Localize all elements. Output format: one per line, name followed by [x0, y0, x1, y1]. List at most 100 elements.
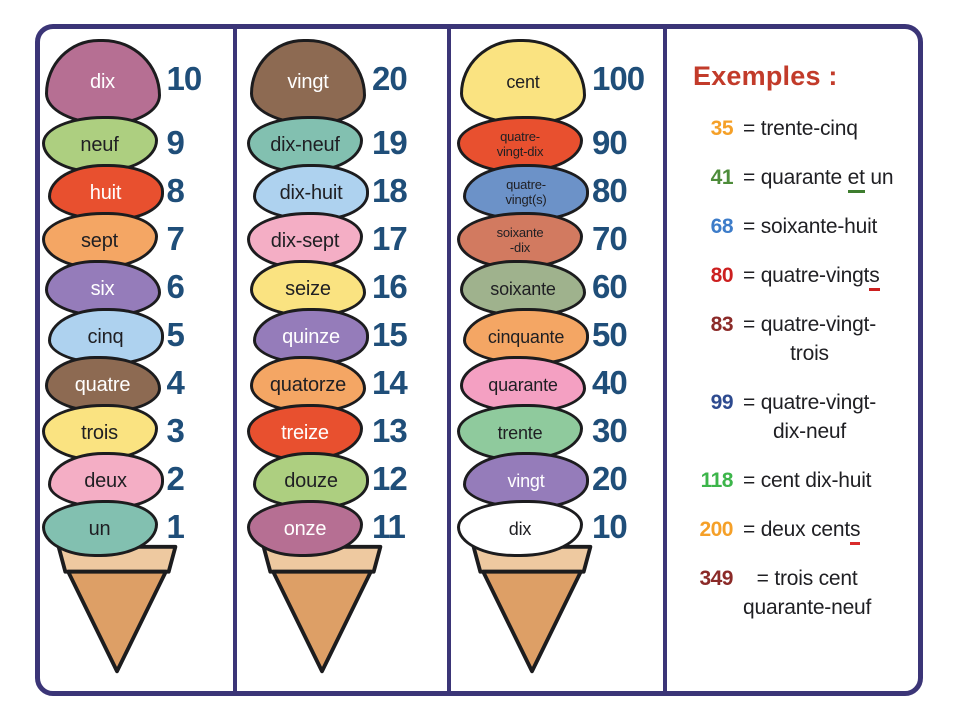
example-text: = trente-cinq	[743, 117, 858, 140]
example-text: = soixante-huit	[743, 215, 878, 238]
number-label: 40	[592, 364, 628, 401]
example-text: = quatre-vingt- dix-neuf	[743, 391, 876, 443]
scoop-label: treize	[281, 421, 329, 444]
scoop-label: huit	[89, 181, 122, 204]
scoop-label: sept	[80, 229, 118, 252]
example-row-68: 68 = soixante-huit	[689, 212, 908, 241]
ice-cream-stack-ones: dix neuf huit sept six cinq quatre trois…	[41, 39, 177, 691]
scoop-label: quarante	[488, 374, 558, 395]
number-label: 12	[372, 460, 408, 497]
poster-board: dix neuf huit sept six cinq quatre trois…	[35, 24, 923, 696]
underlined-letter: s	[869, 264, 880, 291]
cone-icon	[471, 544, 593, 674]
scoop-onze: onze	[247, 500, 363, 557]
number-label: 15	[372, 316, 408, 353]
number-label: 30	[592, 412, 628, 449]
scoop-label: trois	[81, 421, 118, 444]
cone-icon	[56, 544, 177, 674]
scoop-label: dix-sept	[270, 229, 340, 252]
underlined-letter: s	[849, 518, 860, 545]
number-label: 18	[372, 172, 408, 209]
scoop-label: quatre	[74, 373, 131, 396]
panel-tens: cent quatre- vingt-dix quatre- vingt(s) …	[451, 29, 667, 691]
scoop-label: cent	[506, 72, 540, 92]
scoop-label: cinquante	[487, 326, 565, 347]
number-label: 70	[592, 220, 628, 257]
scoop-label: trente	[497, 422, 543, 443]
example-number: 118	[700, 469, 734, 492]
example-number: 80	[710, 264, 734, 287]
ice-cream-stack-tens: cent quatre- vingt-dix quatre- vingt(s) …	[457, 39, 593, 691]
panel-ones: dix neuf huit sept six cinq quatre trois…	[40, 29, 237, 691]
scoop-label: vingt	[507, 470, 545, 491]
number-label: 7	[166, 220, 185, 257]
scoop-label: soixante -dix	[496, 224, 544, 255]
number-label: 90	[592, 124, 628, 161]
example-number: 349	[699, 567, 733, 590]
scoop-label: quatre- vingt-dix	[496, 128, 544, 159]
number-label: 2	[166, 460, 185, 497]
number-label: 8	[166, 172, 185, 209]
number-label: 20	[592, 460, 628, 497]
example-number: 83	[710, 313, 734, 336]
example-text: = deux cents	[743, 515, 860, 545]
scoop-label: neuf	[80, 133, 119, 156]
number-label: 60	[592, 268, 628, 305]
example-text: = quarante et un	[743, 163, 894, 193]
example-text: = trois cent quarante-neuf	[743, 567, 872, 619]
example-row-80: 80 = quatre-vingts	[689, 261, 908, 291]
number-label: 5	[166, 316, 185, 353]
example-number: 99	[710, 391, 734, 414]
number-label: 17	[372, 220, 408, 257]
example-row-349: 349 = trois cent quarante-neuf	[689, 564, 908, 622]
number-label: 50	[592, 316, 628, 353]
number-column-tens: 100 90 80 70 60 50 40 30 20 10	[592, 39, 654, 691]
example-row-35: 35 = trente-cinq	[689, 114, 908, 143]
scoop-vingt: vingt	[250, 39, 366, 125]
example-number: 35	[710, 117, 734, 140]
ice-cream-stack-teens: vingt dix-neuf dix-huit dix-sept seize q…	[247, 39, 383, 691]
number-label: 11	[372, 508, 406, 545]
number-label: 4	[166, 364, 185, 401]
scoop-label: dix-neuf	[270, 133, 340, 156]
scoop-label: vingt	[287, 71, 329, 93]
example-row-200: 200 = deux cents	[689, 515, 908, 545]
panel-teens: vingt dix-neuf dix-huit dix-sept seize q…	[237, 29, 451, 691]
example-number: 41	[710, 166, 734, 189]
scoop-label: quinze	[282, 325, 340, 348]
scoop-label: dix	[508, 518, 532, 539]
scoop-quatre: quatre	[44, 356, 161, 413]
example-number: 200	[699, 518, 733, 541]
number-column-ones: 10 9 8 7 6 5 4 3 2 1	[167, 39, 229, 691]
number-label: 80	[592, 172, 628, 209]
number-label: 14	[372, 364, 408, 401]
panel-examples: Exemples : 35 = trente-cinq 41 = quarant…	[667, 29, 918, 691]
scoop-label: deux	[84, 469, 127, 492]
scoop-label: quatorze	[269, 373, 347, 396]
scoop-dix: dix	[44, 39, 161, 125]
example-row-41: 41 = quarante et un	[689, 163, 908, 193]
number-label: 3	[166, 412, 185, 449]
example-row-83: 83 = quatre-vingt- trois	[689, 310, 908, 368]
number-label: 10	[592, 508, 628, 545]
example-row-99: 99 = quatre-vingt- dix-neuf	[689, 388, 908, 446]
scoop-label: soixante	[490, 278, 556, 299]
example-row-118: 118 = cent dix-huit	[689, 466, 908, 495]
scoop-label: dix	[90, 71, 115, 93]
example-text: = quatre-vingt- trois	[743, 313, 876, 365]
scoop-label: seize	[285, 277, 331, 300]
number-label: 6	[166, 268, 185, 305]
underlined-letter: et	[847, 166, 865, 193]
number-label: 20	[372, 60, 408, 97]
number-label: 10	[166, 60, 203, 97]
example-text: = cent dix-huit	[743, 469, 872, 492]
scoop-label: cinq	[87, 325, 124, 348]
number-label: 16	[372, 268, 408, 305]
example-text: = quatre-vingts	[743, 261, 880, 291]
scoop-cinq: cinq	[47, 308, 164, 365]
scoop-label: onze	[283, 517, 327, 540]
cone-icon	[261, 544, 383, 674]
scoop-un: un	[41, 500, 158, 557]
number-label: 13	[372, 412, 408, 449]
scoop-cent: cent	[460, 39, 586, 125]
